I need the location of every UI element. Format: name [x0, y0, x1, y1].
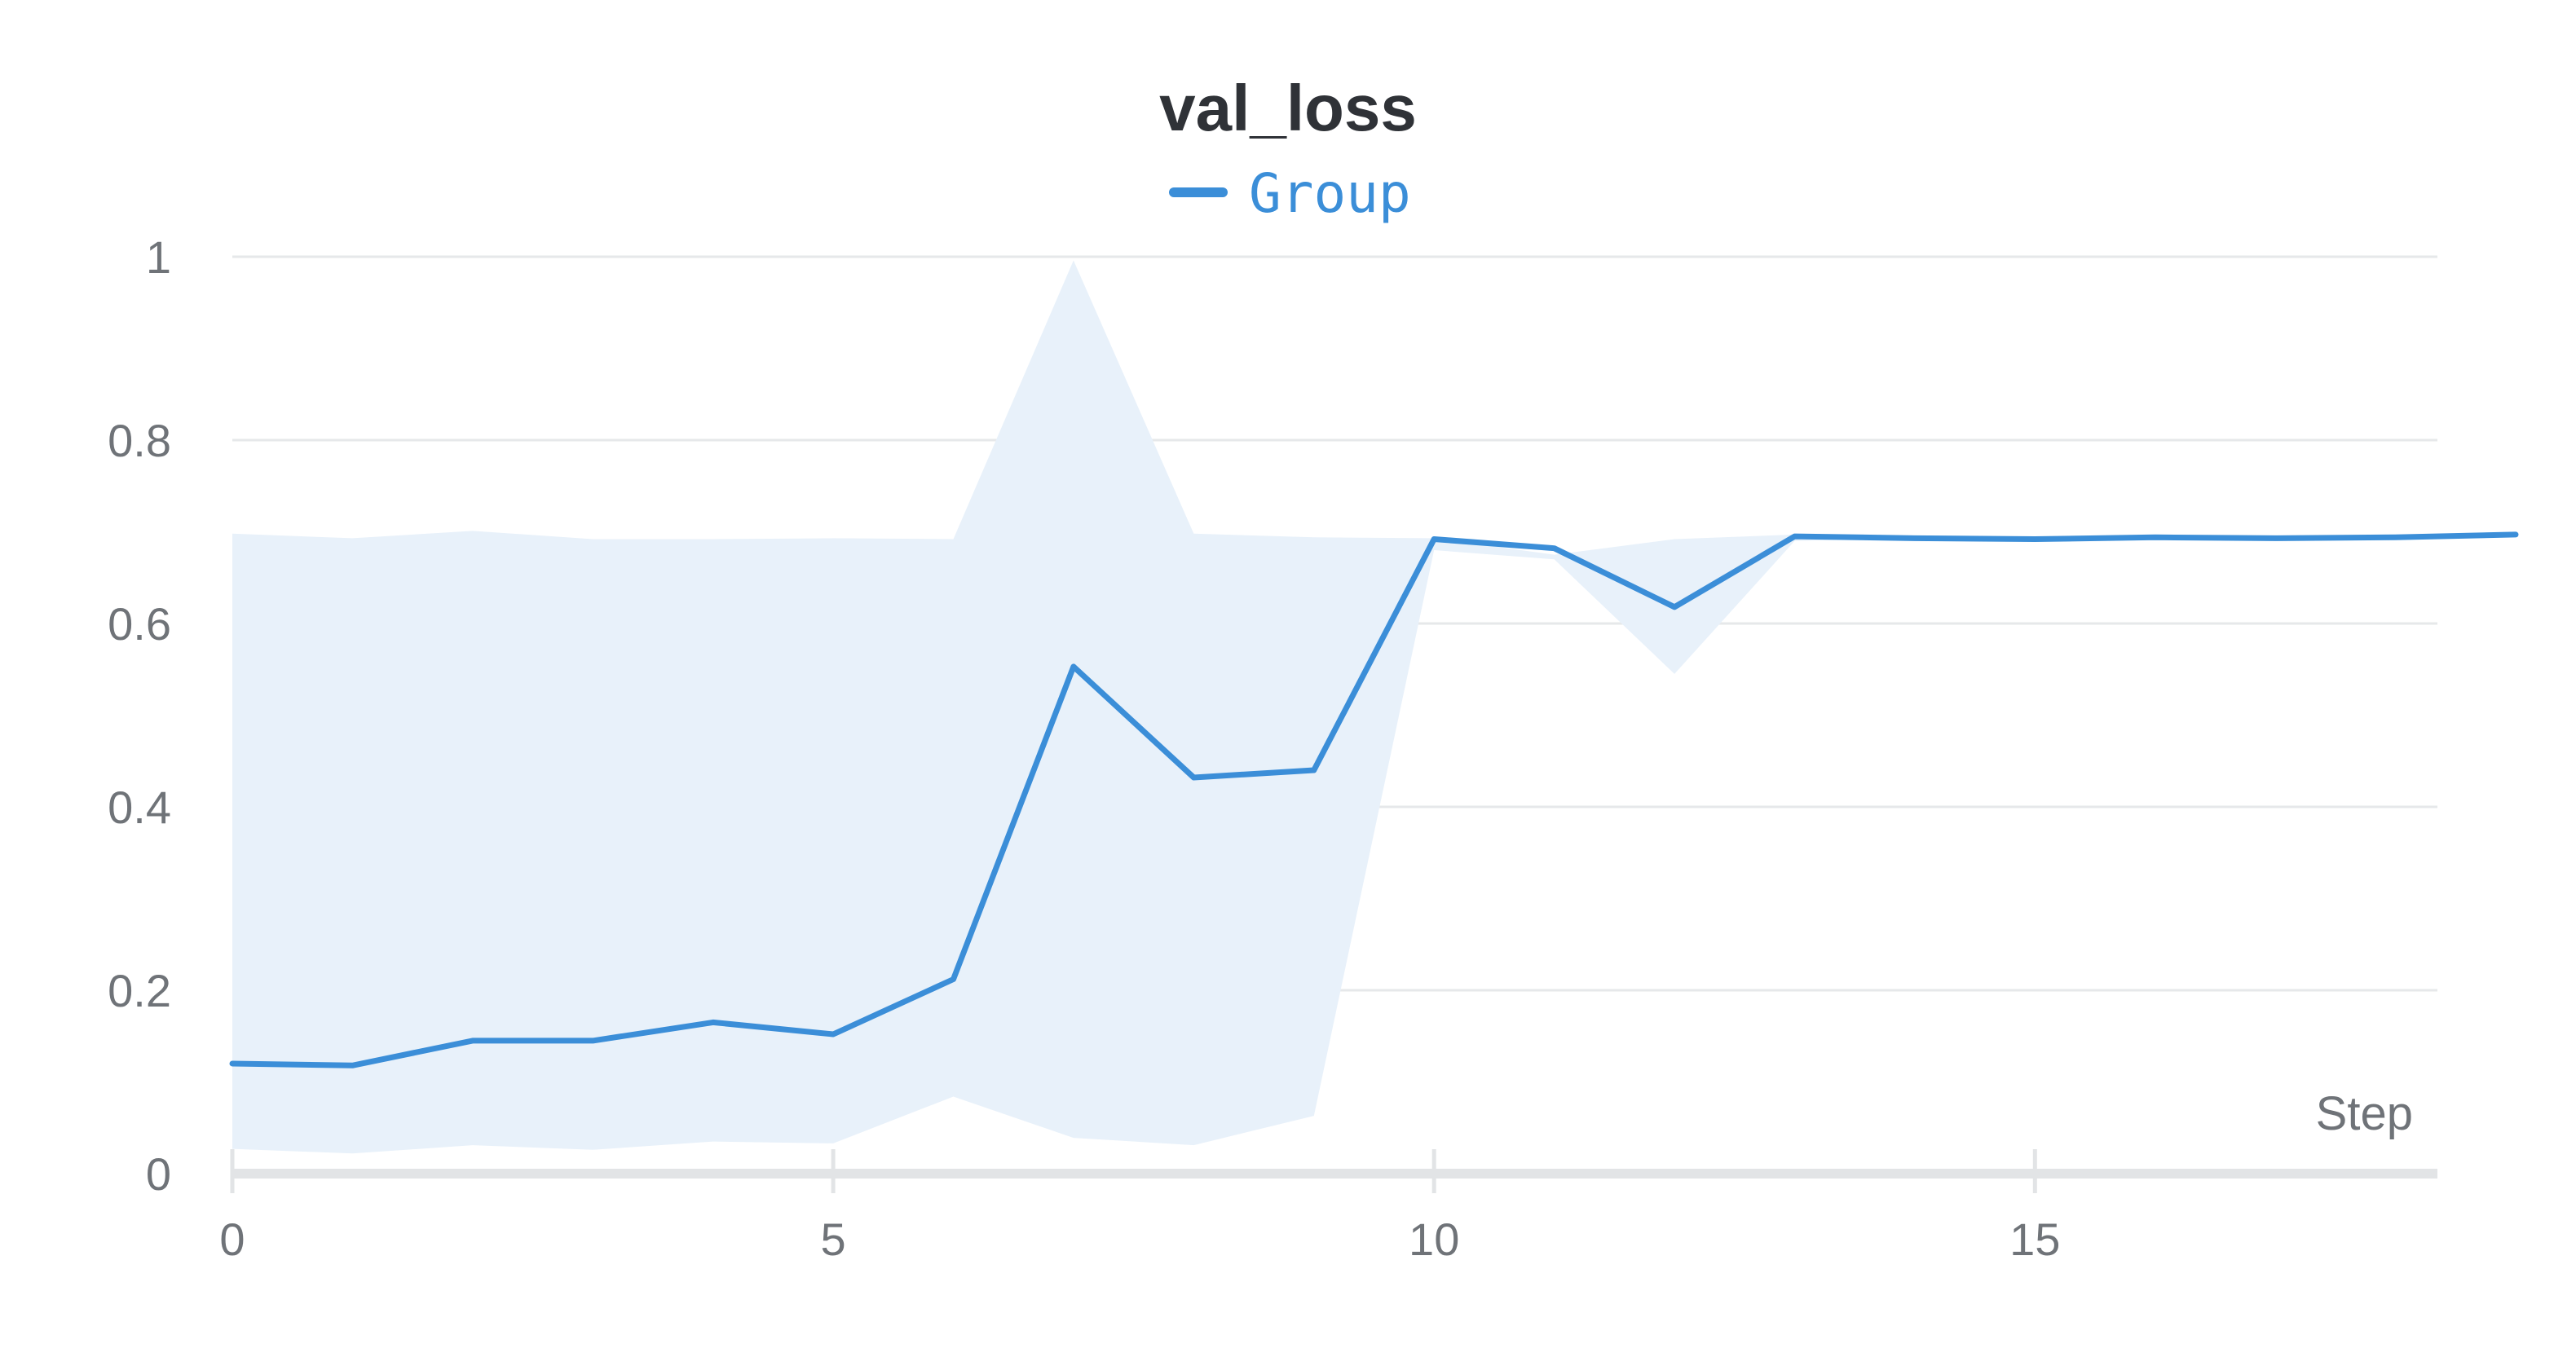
x-tick-label: 0	[219, 1214, 245, 1265]
y-tick-label: 0.4	[108, 782, 171, 833]
series-line-group[interactable]	[229, 531, 2519, 1068]
x-tick-label: 10	[1409, 1214, 1459, 1265]
x-axis	[230, 1149, 2437, 1193]
legend-item-label: Group	[1249, 162, 1411, 225]
series-band-group	[232, 260, 2516, 1154]
x-tick-label: 15	[2009, 1214, 2060, 1265]
x-tick-label: 5	[821, 1214, 846, 1265]
x-axis-label: Step	[2316, 1087, 2413, 1140]
y-tick-label: 0.6	[108, 598, 171, 650]
y-tick-label: 0	[146, 1148, 171, 1200]
series-lines	[229, 531, 2519, 1068]
chart-title: val_loss	[1159, 72, 1417, 144]
y-tick-label: 0.2	[108, 965, 171, 1016]
y-tick-label: 1	[146, 231, 171, 283]
y-tick-label: 0.8	[108, 415, 171, 466]
legend[interactable]: Group	[1169, 162, 1411, 225]
tick-labels: 00.20.40.60.810 5 10 15	[108, 231, 2060, 1265]
min-max-band	[232, 260, 2516, 1154]
